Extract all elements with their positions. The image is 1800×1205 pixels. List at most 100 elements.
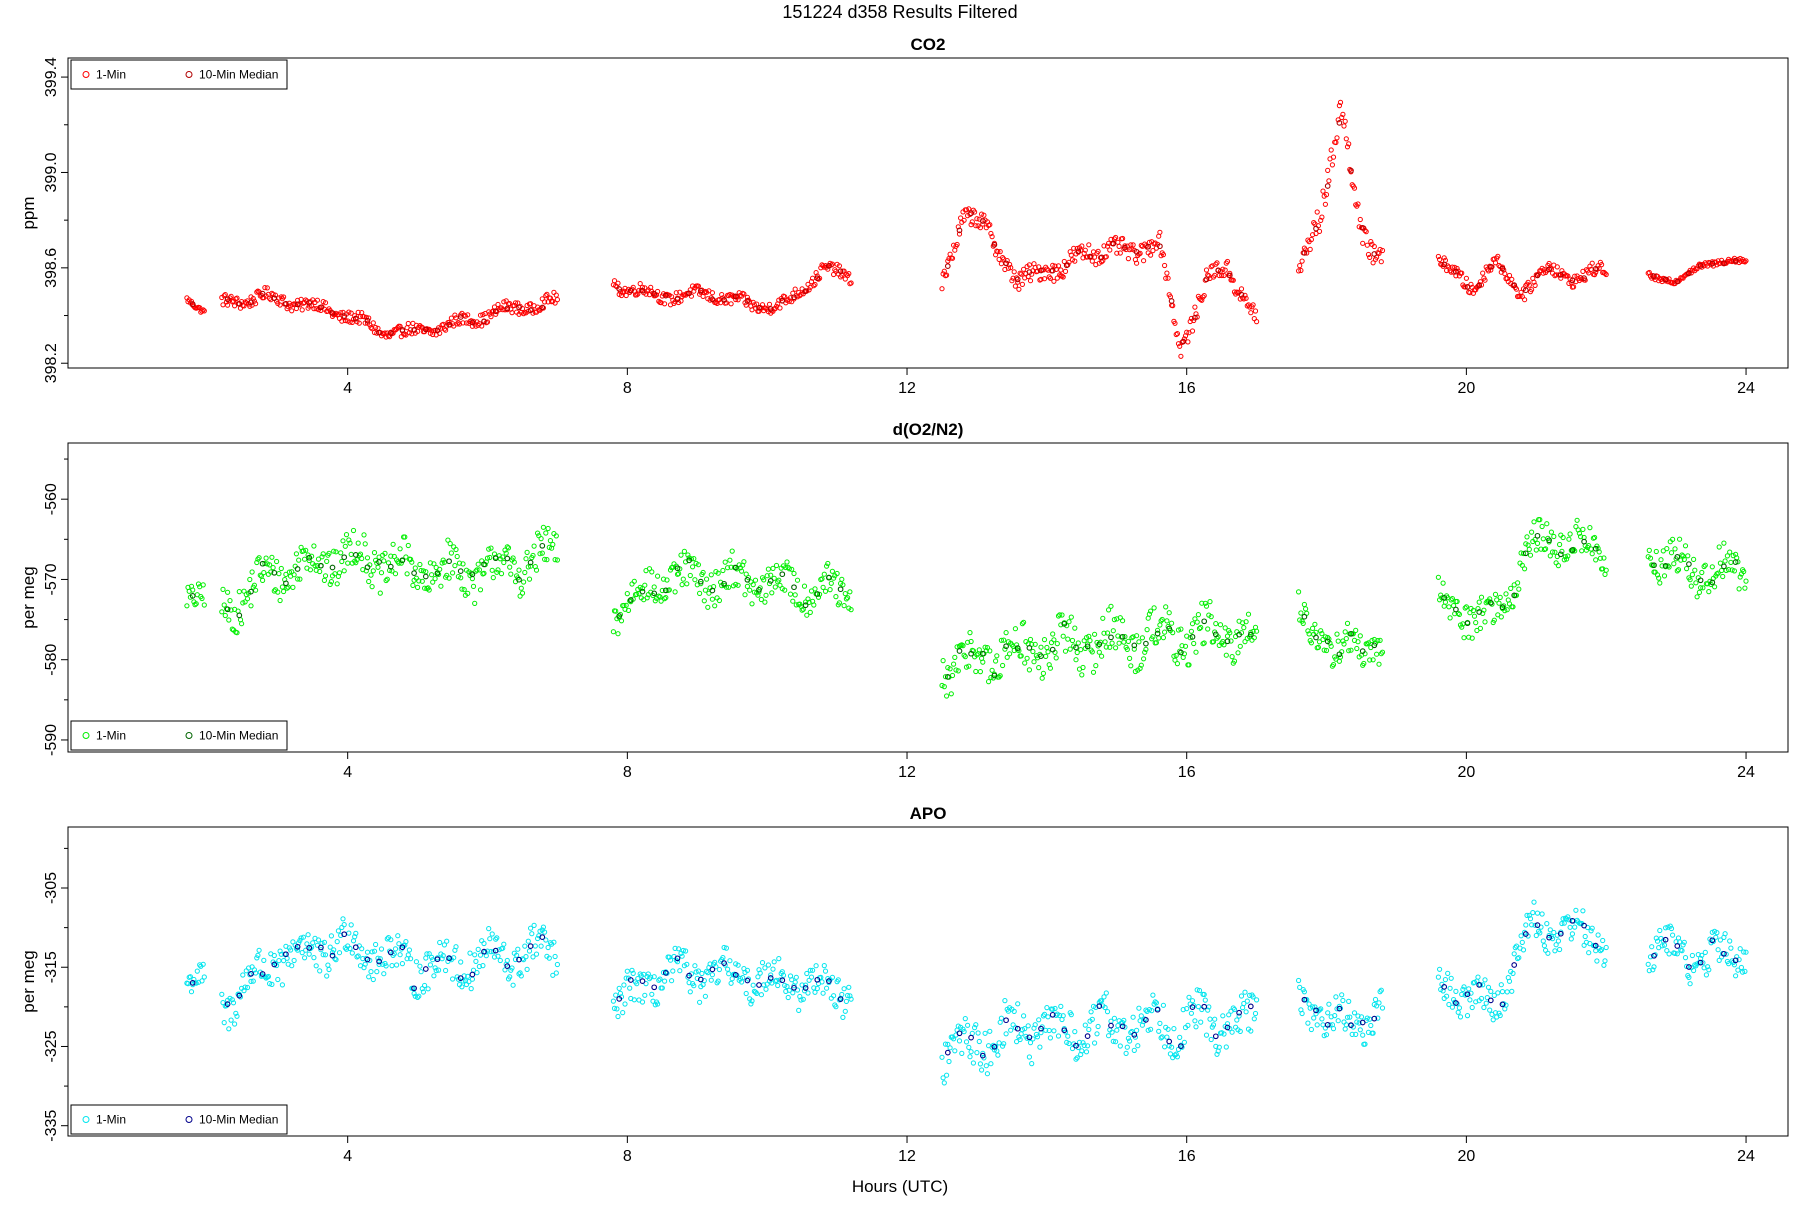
data-point-1min	[1004, 654, 1010, 660]
data-point-1min	[381, 558, 387, 564]
data-point-1min	[332, 571, 338, 577]
data-point-10min-median	[651, 984, 658, 991]
data-point-10min-median	[376, 559, 382, 565]
data-point-10min-median	[779, 977, 786, 984]
data-point-1min	[338, 310, 344, 316]
data-point-1min	[352, 934, 358, 940]
data-point-1min	[941, 684, 947, 690]
data-point-1min	[1504, 607, 1510, 613]
data-point-1min	[302, 955, 308, 961]
data-point-1min	[845, 992, 851, 999]
data-point-1min	[993, 658, 999, 664]
data-point-1min	[720, 955, 726, 961]
data-point-1min	[268, 569, 274, 575]
data-point-1min	[645, 971, 651, 977]
data-point-1min	[1467, 997, 1473, 1003]
data-point-1min	[1318, 1006, 1324, 1012]
data-point-10min-median	[1487, 599, 1494, 606]
data-point-1min	[381, 971, 387, 977]
data-point-1min	[321, 939, 327, 946]
data-point-1min	[1201, 991, 1207, 998]
data-point-1min	[475, 946, 481, 953]
data-point-1min	[417, 561, 423, 568]
data-point-1min	[250, 296, 256, 302]
data-point-1min	[343, 532, 350, 538]
data-point-1min	[272, 292, 278, 298]
data-point-1min	[744, 583, 751, 590]
data-point-1min	[1100, 615, 1106, 621]
data-point-1min	[1357, 1027, 1363, 1033]
data-point-1min	[1296, 977, 1302, 984]
data-point-1min	[402, 331, 408, 337]
data-point-1min	[1303, 606, 1309, 612]
data-point-1min	[775, 982, 781, 989]
data-point-1min	[1368, 239, 1374, 245]
data-point-1min	[1554, 264, 1560, 270]
data-point-1min	[402, 534, 408, 540]
data-point-1min	[454, 321, 460, 327]
data-point-1min	[476, 567, 482, 573]
data-point-1min	[276, 571, 282, 577]
data-point-1min	[829, 974, 836, 981]
legend-label: 1-Min	[96, 729, 126, 743]
y-tick-label: -590	[43, 724, 60, 756]
data-point-1min	[635, 976, 641, 982]
data-point-1min	[808, 974, 815, 980]
data-point-1min	[676, 571, 682, 577]
data-point-1min	[1082, 247, 1088, 253]
data-point-1min	[1698, 585, 1704, 591]
data-point-1min	[982, 1030, 988, 1036]
data-point-1min	[1349, 1031, 1355, 1038]
data-point-1min	[1150, 248, 1156, 254]
data-point-10min-median	[189, 301, 196, 307]
data-point-1min	[1564, 556, 1570, 562]
data-point-1min	[1101, 243, 1107, 249]
data-point-10min-median	[341, 313, 348, 319]
data-point-1min	[692, 577, 698, 583]
data-point-1min	[613, 608, 619, 614]
data-point-1min	[1456, 611, 1463, 618]
data-point-1min	[1602, 958, 1608, 964]
data-point-1min	[504, 957, 510, 964]
data-point-10min-median	[1557, 271, 1564, 278]
data-point-1min	[697, 999, 703, 1005]
data-point-1min	[1348, 647, 1354, 653]
data-point-1min	[470, 583, 477, 590]
data-point-1min	[1741, 568, 1747, 575]
data-point-1min	[1495, 990, 1501, 996]
data-point-1min	[1062, 268, 1069, 274]
data-point-1min	[1488, 267, 1494, 273]
data-point-1min	[456, 560, 463, 566]
data-point-1min	[1310, 1004, 1316, 1010]
data-point-1min	[1117, 1043, 1123, 1049]
data-point-1min	[701, 598, 707, 604]
data-point-1min	[1679, 552, 1685, 558]
data-point-1min	[743, 571, 749, 577]
data-point-1min	[997, 1019, 1003, 1025]
data-point-1min	[222, 292, 228, 298]
data-point-10min-median	[814, 976, 821, 983]
data-point-10min-median	[306, 945, 313, 951]
data-point-1min	[1314, 209, 1320, 215]
data-point-1min	[1170, 630, 1176, 636]
data-point-1min	[1659, 563, 1665, 569]
data-point-1min	[1297, 263, 1303, 269]
data-point-1min	[293, 551, 299, 557]
data-point-1min	[652, 1002, 658, 1008]
data-point-1min	[304, 941, 310, 947]
data-point-1min	[553, 970, 559, 976]
data-point-1min	[1459, 624, 1465, 630]
data-point-10min-median	[492, 947, 499, 954]
data-point-1min	[474, 970, 480, 976]
data-point-1min	[1096, 649, 1102, 655]
data-point-1min	[1544, 521, 1550, 527]
data-point-10min-median	[1324, 183, 1331, 189]
data-point-1min	[1691, 556, 1697, 563]
data-point-1min	[1534, 910, 1541, 916]
data-point-1min	[1297, 984, 1303, 991]
data-point-10min-median	[1166, 1038, 1173, 1045]
data-point-1min	[996, 674, 1002, 680]
data-point-1min	[409, 559, 415, 565]
data-point-10min-median	[294, 301, 301, 308]
